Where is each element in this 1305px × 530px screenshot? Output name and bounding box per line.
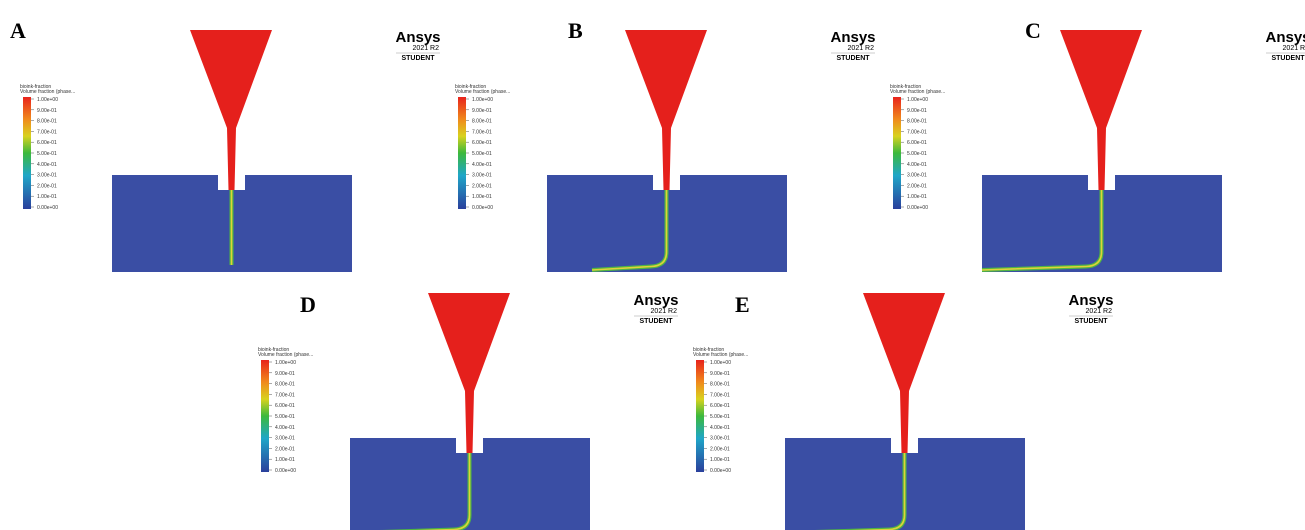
logo-version: 2021 R2 [651,308,678,315]
panel-label: A [10,18,26,43]
logo-version: 2021 R2 [848,45,875,52]
colorbar [458,97,466,209]
legend-tick-label: 0.00e+00 [907,205,928,211]
legend-tick-label: 5.00e-01 [907,151,927,157]
legend-tick-label: 3.00e-01 [37,173,57,179]
legend-tick-label: 1.00e+00 [472,97,493,103]
legend-tick-label: 6.00e-01 [472,140,492,146]
legend-tick-label: 5.00e-01 [37,151,57,157]
legend-tick-label: 0.00e+00 [275,468,296,474]
logo-brand: Ansys [1265,29,1305,46]
legend-title: Volume fraction (phase... [890,89,945,95]
legend-title: Volume fraction (phase... [258,352,313,358]
legend-tick-label: 0.00e+00 [472,205,493,211]
colorbar [696,360,704,472]
panel-label: E [735,292,750,317]
legend-tick-label: 5.00e-01 [275,414,295,420]
legend-tick-label: 5.00e-01 [710,414,730,420]
legend-tick-label: 8.00e-01 [710,382,730,388]
legend-tick-label: 8.00e-01 [275,382,295,388]
nozzle [428,293,510,453]
legend-title: Volume fraction (phase... [20,89,75,95]
legend-tick-label: 7.00e-01 [275,392,295,398]
legend-tick-label: 9.00e-01 [907,108,927,114]
legend-tick-label: 3.00e-01 [907,173,927,179]
legend-tick-label: 6.00e-01 [37,140,57,146]
legend-tick-label: 1.00e+00 [37,97,58,103]
legend-tick-label: 6.00e-01 [275,403,295,409]
legend-tick-label: 3.00e-01 [275,436,295,442]
figure: Abioink-fractionVolume fraction (phase..… [0,0,1305,530]
legend-tick-label: 8.00e-01 [907,119,927,125]
nozzle [190,30,272,190]
panel-label: C [1025,18,1041,43]
logo-version: 2021 R2 [413,45,440,52]
legend-tick-label: 7.00e-01 [907,129,927,135]
colorbar [893,97,901,209]
legend-tick-label: 2.00e-01 [907,183,927,189]
logo-brand: Ansys [633,292,678,309]
nozzle [1060,30,1142,190]
legend-tick-label: 1.00e-01 [907,194,927,200]
legend-tick-label: 3.00e-01 [472,173,492,179]
legend-tick-label: 0.00e+00 [710,468,731,474]
legend-tick-label: 2.00e-01 [275,446,295,452]
colorbar [261,360,269,472]
legend-tick-label: 6.00e-01 [710,403,730,409]
legend-tick-label: 1.00e+00 [907,97,928,103]
legend-tick-label: 9.00e-01 [710,371,730,377]
legend-tick-label: 2.00e-01 [710,446,730,452]
legend-tick-label: 7.00e-01 [710,392,730,398]
logo-edition: STUDENT [1271,55,1305,62]
legend-tick-label: 1.00e-01 [275,457,295,463]
legend-tick-label: 4.00e-01 [907,162,927,168]
colorbar [23,97,31,209]
legend-tick-label: 4.00e-01 [37,162,57,168]
panel-label: B [568,18,583,43]
logo-version: 2021 R2 [1086,308,1113,315]
legend-tick-label: 1.00e+00 [710,360,731,366]
logo-edition: STUDENT [1074,318,1108,325]
legend-tick-label: 9.00e-01 [37,108,57,114]
legend-tick-label: 9.00e-01 [275,371,295,377]
logo-edition: STUDENT [639,318,673,325]
legend-tick-label: 5.00e-01 [472,151,492,157]
nozzle [625,30,707,190]
legend-tick-label: 1.00e+00 [275,360,296,366]
legend-tick-label: 2.00e-01 [37,183,57,189]
legend-tick-label: 0.00e+00 [37,205,58,211]
logo-brand: Ansys [395,29,440,46]
legend-tick-label: 1.00e-01 [37,194,57,200]
logo-brand: Ansys [830,29,875,46]
legend-tick-label: 6.00e-01 [907,140,927,146]
legend-tick-label: 7.00e-01 [37,129,57,135]
legend-tick-label: 4.00e-01 [275,425,295,431]
logo-brand: Ansys [1068,292,1113,309]
legend-tick-label: 2.00e-01 [472,183,492,189]
legend-tick-label: 4.00e-01 [472,162,492,168]
logo-edition: STUDENT [401,55,435,62]
panel-label: D [300,292,316,317]
legend-tick-label: 9.00e-01 [472,108,492,114]
logo-version: 2021 R2 [1283,45,1305,52]
legend-tick-label: 1.00e-01 [710,457,730,463]
logo-edition: STUDENT [836,55,870,62]
legend-tick-label: 8.00e-01 [472,119,492,125]
legend-tick-label: 1.00e-01 [472,194,492,200]
legend-tick-label: 3.00e-01 [710,436,730,442]
legend-title: Volume fraction (phase... [693,352,748,358]
nozzle [863,293,945,453]
legend-title: Volume fraction (phase... [455,89,510,95]
legend-tick-label: 4.00e-01 [710,425,730,431]
legend-tick-label: 8.00e-01 [37,119,57,125]
legend-tick-label: 7.00e-01 [472,129,492,135]
